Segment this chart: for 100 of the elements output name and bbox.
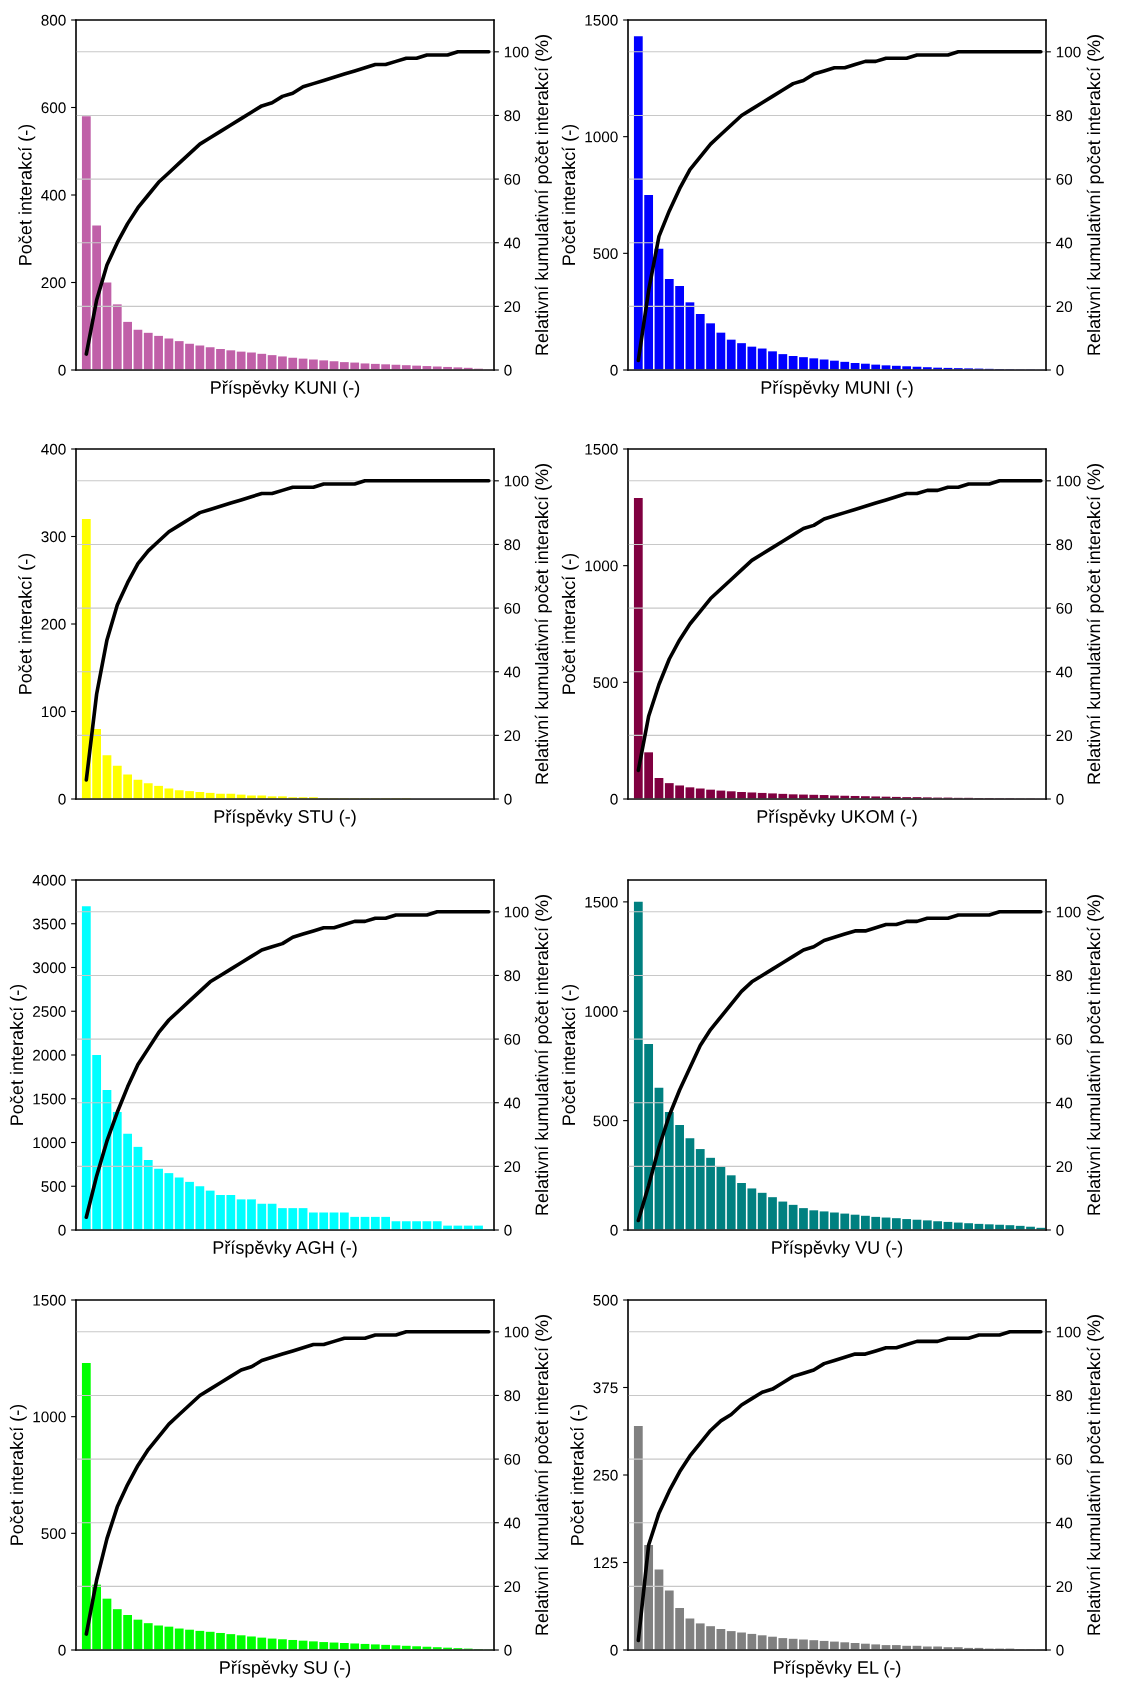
- y-tick-label: 0: [58, 793, 66, 805]
- y2-tick-label: 100: [504, 1326, 529, 1338]
- y-axis-title: Počet interakcí (-): [18, 553, 36, 694]
- y2-tick-label: 100: [1056, 475, 1081, 487]
- y-tick-label: 800: [41, 14, 66, 26]
- y2-tick-label: 40: [504, 1517, 521, 1529]
- y-tick-label: 250: [593, 1469, 618, 1481]
- y-tick-label: 500: [593, 1294, 618, 1306]
- y2-tick-label: 40: [1056, 1097, 1073, 1109]
- y2-tick-label: 100: [1056, 906, 1081, 918]
- y-tick-label: 1500: [33, 1093, 66, 1105]
- y2-tick-label: 80: [504, 539, 521, 551]
- y2-tick-label: 60: [504, 1453, 521, 1465]
- y2-tick-label: 20: [1056, 1581, 1073, 1593]
- y-tick-label: 500: [41, 1181, 66, 1192]
- y-tick-label: 1000: [585, 1006, 618, 1017]
- y2-axis-title: Relativní kumulativní počet interakcí (%): [1086, 464, 1104, 784]
- y2-tick-label: 40: [504, 666, 521, 678]
- y2-axis-title: Relativní kumulativní počet interakcí (%): [534, 35, 552, 355]
- y2-tick-label: 20: [1056, 730, 1073, 742]
- y2-axis-title: Relativní kumulativní počet interakcí (%): [534, 1315, 552, 1635]
- y-axis-title: Počet interakcí (-): [561, 553, 579, 694]
- y2-tick-label: 60: [1056, 1033, 1073, 1045]
- y-tick-label: 300: [41, 531, 66, 543]
- y2-axis-title: Relativní kumulativní počet interakcí (%): [1086, 35, 1104, 355]
- y-tick-label: 0: [610, 1224, 618, 1236]
- y2-tick-label: 40: [1056, 1517, 1073, 1529]
- y2-tick-label: 80: [1056, 1390, 1073, 1402]
- x-axis-title: Příspěvky UKOM (-): [757, 809, 917, 827]
- y-axis-title: Počet interakcí (-): [561, 984, 579, 1125]
- y2-tick-label: 100: [1056, 1326, 1081, 1338]
- y2-tick-label: 60: [1056, 602, 1073, 614]
- y2-tick-label: 60: [504, 173, 521, 185]
- y2-axis-title: Relativní kumulativní počet interakcí (%): [534, 895, 552, 1215]
- y-tick-label: 500: [593, 1115, 618, 1127]
- y2-tick-label: 100: [504, 46, 529, 58]
- y-tick-label: 0: [58, 1224, 66, 1236]
- y-tick-label: 0: [58, 1644, 66, 1656]
- y-tick-label: 200: [41, 618, 66, 630]
- y2-tick-label: 80: [504, 110, 521, 122]
- y2-tick-label: 20: [504, 730, 521, 742]
- y-tick-label: 3000: [32, 962, 66, 974]
- y2-tick-label: 20: [504, 301, 521, 313]
- y2-tick-label: 40: [1056, 237, 1073, 249]
- y2-tick-label: 100: [1056, 46, 1081, 58]
- y2-axis-title: Relativní kumulativní počet interakcí (%): [1086, 1315, 1104, 1635]
- y-tick-label: 375: [593, 1382, 618, 1394]
- y-tick-label: 3500: [32, 918, 66, 930]
- y-tick-label: 1000: [585, 560, 618, 572]
- y-axis-title: Počet interakcí (-): [9, 984, 27, 1125]
- y-tick-label: 0: [58, 364, 66, 376]
- y-tick-label: 1500: [585, 443, 618, 455]
- y2-tick-label: 40: [504, 1097, 521, 1109]
- y-tick-label: 500: [593, 677, 618, 689]
- y2-tick-label: 40: [504, 237, 521, 249]
- y2-axis-title: Relativní kumulativní počet interakcí (%): [534, 464, 552, 784]
- y-tick-label: 1500: [33, 1294, 66, 1306]
- y2-tick-label: 20: [1056, 1161, 1073, 1173]
- y-tick-label: 0: [610, 1644, 618, 1656]
- y-tick-label: 500: [41, 1528, 66, 1540]
- y2-tick-label: 80: [1056, 539, 1073, 551]
- y-tick-label: 1000: [585, 131, 618, 143]
- y-tick-label: 200: [41, 277, 66, 289]
- y-tick-label: 400: [41, 443, 66, 455]
- y-tick-label: 2500: [33, 1006, 66, 1017]
- x-axis-title: Příspěvky EL (-): [774, 1660, 901, 1678]
- x-axis-title: Příspěvky MUNI (-): [761, 380, 913, 398]
- x-axis-title: Příspěvky STU (-): [214, 809, 356, 827]
- y-tick-label: 0: [610, 364, 618, 376]
- y-tick-label: 600: [41, 102, 66, 114]
- x-axis-title: Příspěvky VU (-): [772, 1240, 903, 1258]
- x-axis-title: Příspěvky AGH (-): [213, 1240, 357, 1258]
- y-tick-label: 0: [610, 793, 618, 805]
- y2-tick-label: 80: [1056, 110, 1073, 122]
- y-tick-label: 1000: [33, 1411, 66, 1423]
- y-tick-label: 2000: [33, 1049, 66, 1061]
- y2-tick-label: 60: [504, 1033, 521, 1045]
- y-tick-label: 100: [41, 706, 66, 718]
- y2-tick-label: 40: [1056, 666, 1073, 678]
- y2-tick-label: 60: [1056, 173, 1073, 185]
- y2-tick-label: 20: [504, 1581, 521, 1593]
- y2-tick-label: 0: [1056, 793, 1064, 805]
- y2-tick-label: 100: [504, 906, 529, 918]
- y-tick-label: 500: [593, 248, 618, 260]
- y-axis-title: Počet interakcí (-): [570, 1404, 588, 1545]
- y2-tick-label: 0: [504, 364, 512, 376]
- y2-tick-label: 0: [1056, 364, 1064, 376]
- y-tick-label: 1000: [33, 1137, 66, 1149]
- y2-tick-label: 0: [1056, 1644, 1064, 1656]
- y-axis-title: Počet interakcí (-): [18, 124, 36, 265]
- y-tick-label: 400: [41, 189, 66, 201]
- x-axis-title: Příspěvky KUNI (-): [211, 380, 360, 398]
- x-axis-title: Příspěvky SU (-): [220, 1660, 351, 1678]
- y-tick-label: 1500: [585, 14, 618, 26]
- y2-tick-label: 0: [1056, 1224, 1064, 1236]
- y2-axis-title: Relativní kumulativní počet interakcí (%): [1086, 895, 1104, 1215]
- y-tick-label: 125: [593, 1557, 618, 1569]
- y2-tick-label: 80: [1056, 970, 1073, 982]
- y2-tick-label: 20: [1056, 301, 1073, 313]
- y2-tick-label: 0: [504, 793, 512, 805]
